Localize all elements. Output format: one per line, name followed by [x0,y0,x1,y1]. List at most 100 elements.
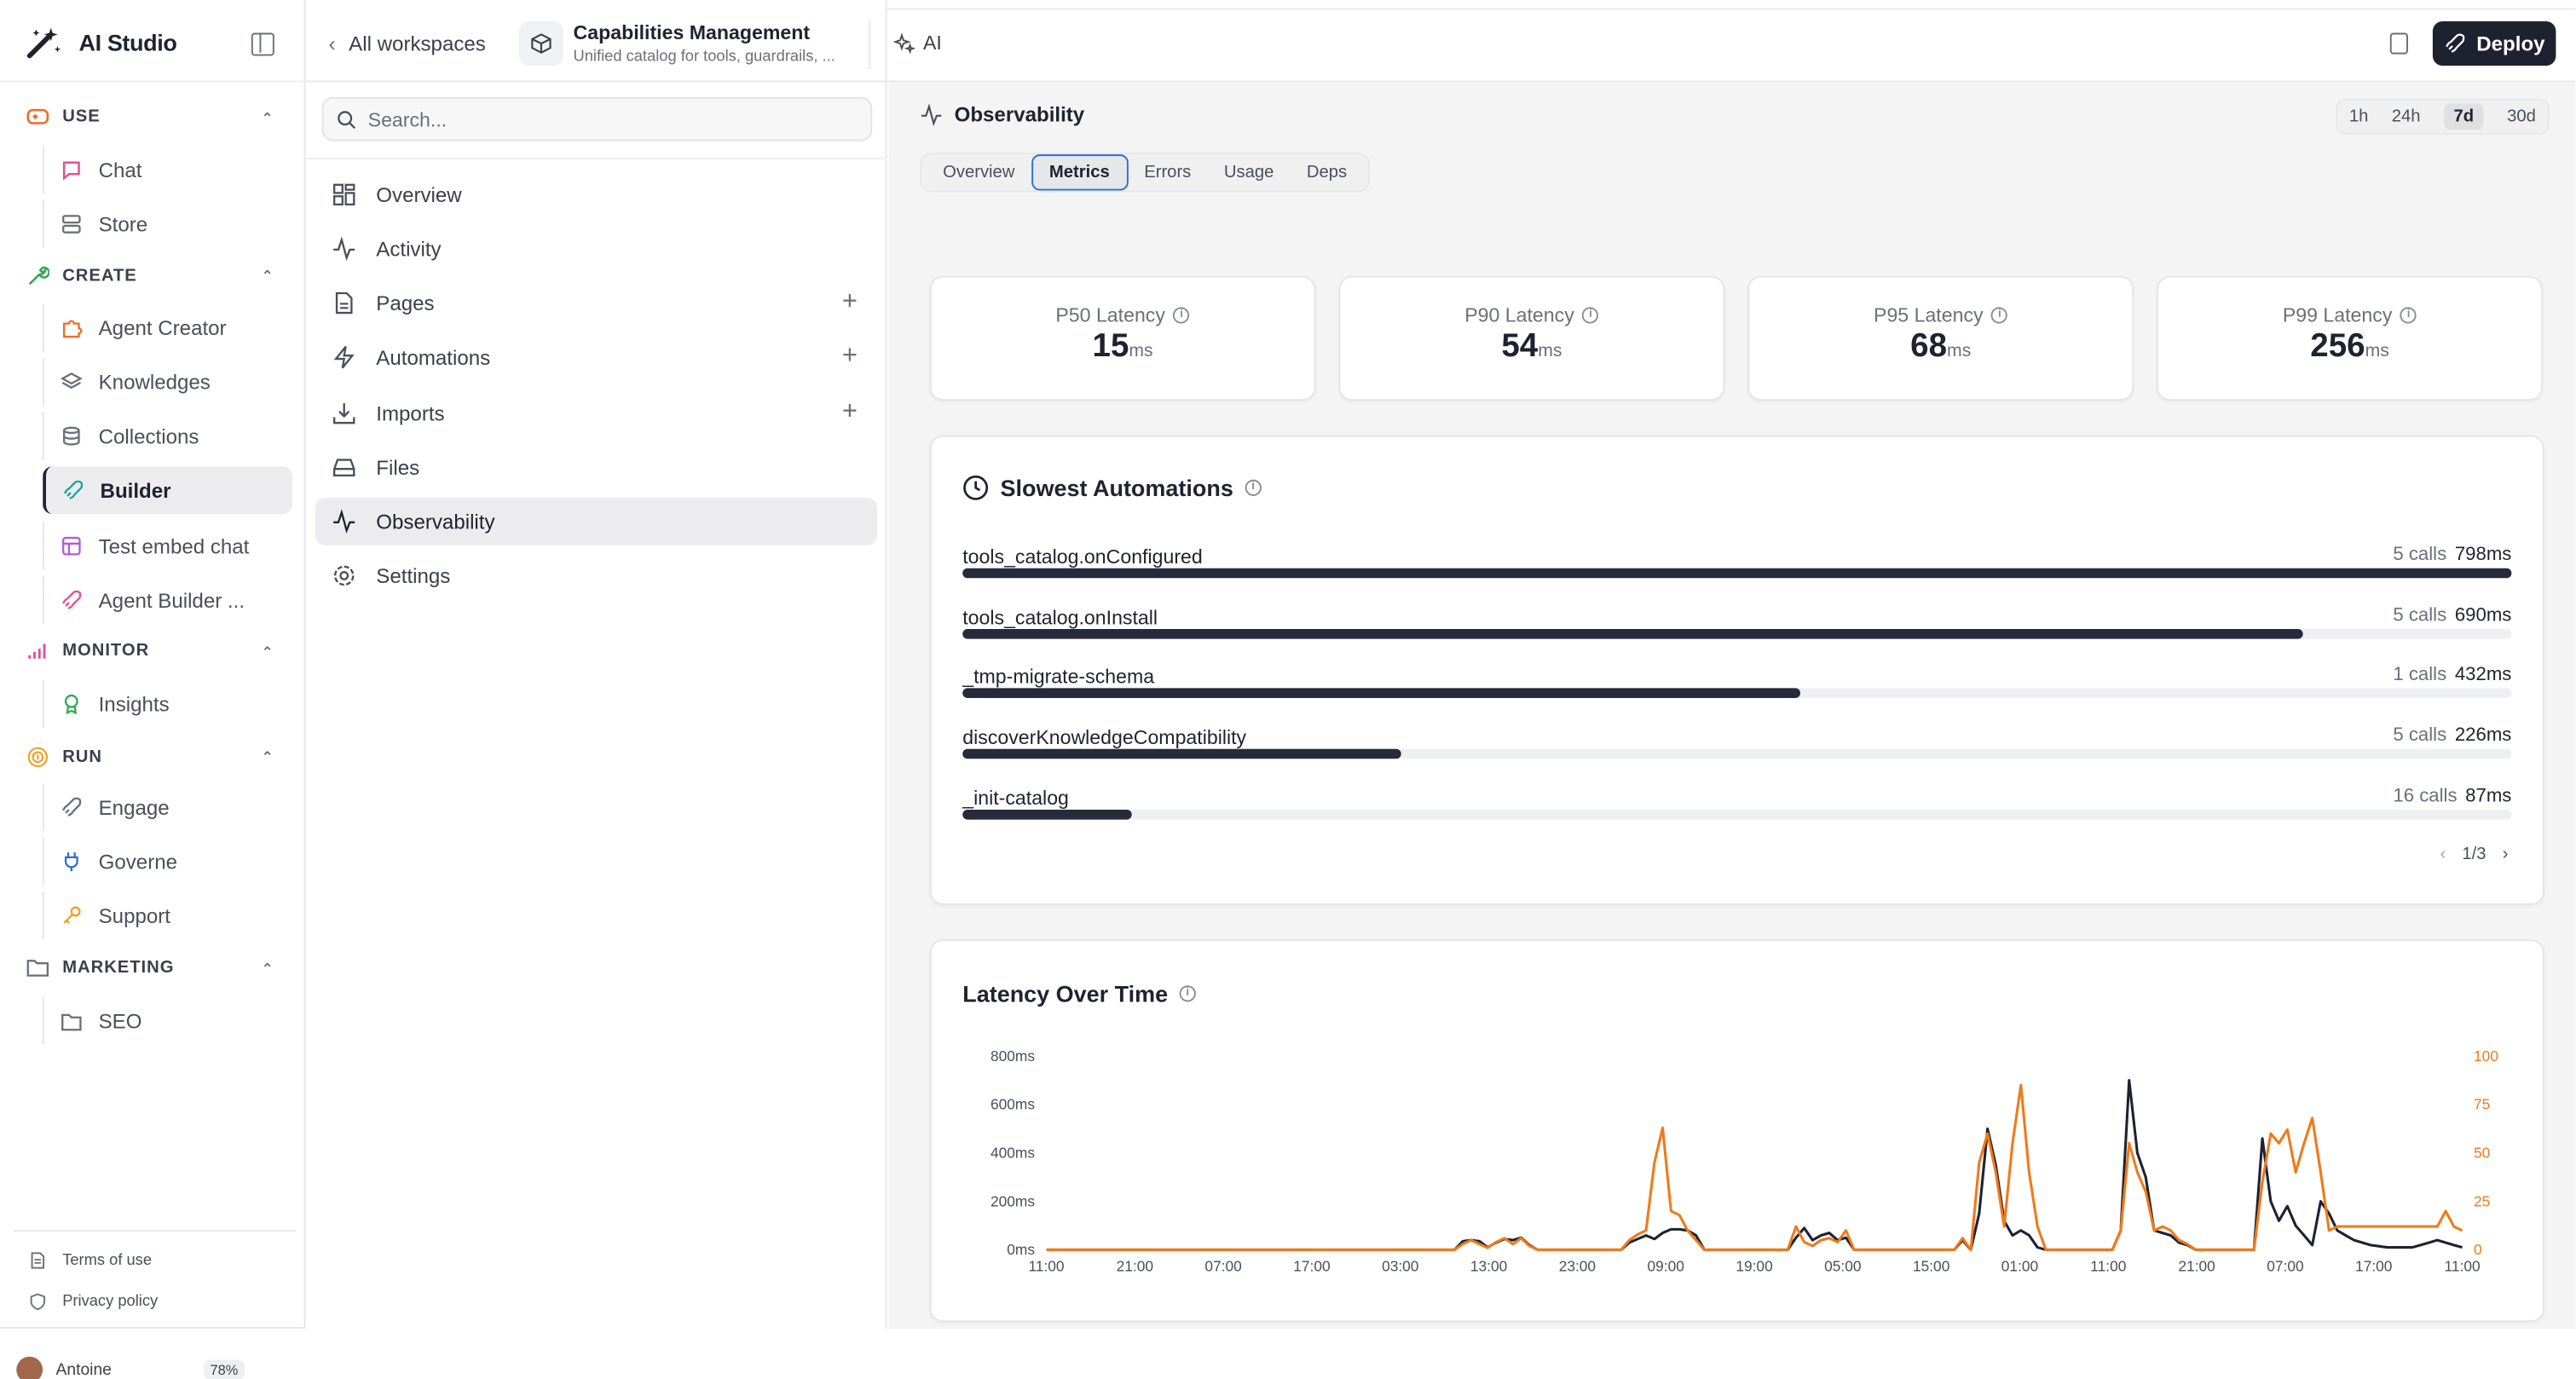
chevron-up-icon[interactable]: ⌃ [261,643,274,661]
stat-card-p90: P90 Latency i 54ms [1338,275,1725,401]
brand[interactable]: AI Studio [26,25,177,61]
sidebar-item-collections[interactable]: Collections [43,412,292,460]
ai-button[interactable]: AI [893,32,942,55]
download-icon [332,403,355,424]
sidebar-item-agent-creator[interactable]: Agent Creator [43,303,292,352]
range-7d[interactable]: 7d [2443,103,2484,130]
info-icon[interactable]: i [1991,307,2008,324]
latency-bar-fill [962,689,1801,699]
range-30d[interactable]: 30d [2507,107,2536,127]
sidebar-item-builder[interactable]: Builder [43,466,293,515]
section-monitor[interactable]: MONITOR ⌃ [26,641,274,661]
chevron-right-icon[interactable]: › [2502,844,2509,864]
chevron-up-icon[interactable]: ⌃ [261,110,274,127]
zap-icon [333,345,355,369]
workspace-title[interactable]: Capabilities Management [573,21,811,45]
x-tick-label: 17:00 [2355,1257,2392,1274]
stat-value: 68 [1910,328,1948,365]
sidebar-item-agent-builder[interactable]: Agent Builder ... [43,576,292,625]
back-to-workspaces[interactable]: ‹ All workspaces [328,32,485,56]
app-title: AI Studio [78,29,177,56]
section-marketing[interactable]: MARKETING ⌃ [26,957,274,978]
sidebar-item-seo[interactable]: SEO [43,996,292,1045]
x-tick-label: 05:00 [1824,1257,1861,1274]
sidebar-item-test-embed-chat[interactable]: Test embed chat [43,522,292,570]
nav-observability[interactable]: Observability [315,497,878,545]
back-label: All workspaces [349,32,486,55]
latency-bar-fill [962,628,2303,639]
rocket-icon [62,590,82,610]
sidebar-item-engage[interactable]: Engage [43,783,292,832]
latency-bar-track [962,748,2512,759]
file-code-icon[interactable] [2389,32,2408,55]
divider [13,1230,296,1232]
privacy-link[interactable]: Privacy policy [30,1293,158,1311]
sidebar-item-support[interactable]: Support [43,891,292,940]
info-icon[interactable]: i [1179,985,1196,1002]
stat-label: P95 Latency [1874,303,1984,327]
sidebar-item-label: Governe [98,850,178,874]
nav-settings[interactable]: Settings [315,551,877,599]
nav-overview[interactable]: Overview [315,170,877,218]
add-page-icon[interactable]: + [841,287,858,315]
chat-icon [62,161,80,181]
chevron-left-icon[interactable]: ‹ [2440,844,2446,864]
section-label: MARKETING [62,957,175,978]
info-icon[interactable]: i [1582,307,1599,324]
workspace-panel [305,0,887,1329]
pager: ‹ 1/3 › [2440,844,2508,863]
tab-overview[interactable]: Overview [943,162,1015,182]
section-run[interactable]: RUN ⌃ [26,746,274,769]
tab-errors[interactable]: Errors [1144,162,1192,182]
layers-icon [61,372,83,389]
automation-latency: 432ms [2454,666,2512,686]
stat-value-row: 54ms [1340,328,1723,366]
sidebar-item-store[interactable]: Store [43,200,292,248]
deploy-button[interactable]: Deploy [2432,21,2556,66]
search-input[interactable]: Search... [321,96,873,141]
add-import-icon[interactable]: + [841,397,858,426]
nav-files[interactable]: Files [315,443,877,491]
latency-bar-fill [962,809,1132,820]
nav-automations[interactable]: Automations + [315,333,877,381]
sidebar-item-knowledges[interactable]: Knowledges [43,358,292,406]
section-create[interactable]: CREATE ⌃ [26,264,274,287]
rocket-icon [64,480,84,499]
sidebar-collapse-icon[interactable] [251,32,274,56]
add-automation-icon[interactable]: + [841,341,858,370]
user-row[interactable]: Antoine 78% [16,1356,245,1379]
stat-label-row: P50 Latency i [932,303,1314,326]
stat-unit: ms [1129,341,1153,361]
tab-usage[interactable]: Usage [1223,162,1274,182]
range-1h[interactable]: 1h [2348,107,2369,127]
chevron-up-icon[interactable]: ⌃ [261,748,274,765]
tab-metrics[interactable]: Metrics [1031,154,1128,191]
nav-pages[interactable]: Pages + [315,280,877,327]
terms-link[interactable]: Terms of use [30,1251,152,1270]
info-icon[interactable]: i [1245,479,1262,496]
sidebar-item-label: Insights [98,692,170,716]
sidebar-item-governe[interactable]: Governe [43,837,292,886]
nav-imports[interactable]: Imports + [315,389,877,437]
layout-icon [62,536,81,556]
nav-label: Files [376,455,420,479]
sidebar-item-chat[interactable]: Chat [43,146,292,194]
automation-latency: 798ms [2454,545,2512,565]
chevron-up-icon[interactable]: ⌃ [261,268,274,285]
latency-chart-card: Latency Over Time i 0ms 200ms 400ms 600ms 80… [929,939,2544,1323]
automation-name: _tmp-migrate-schema [962,666,1155,690]
sidebar-item-insights[interactable]: Insights [43,679,292,728]
tab-deps[interactable]: Deps [1306,162,1348,182]
chevron-up-icon[interactable]: ⌃ [261,961,274,978]
clock-icon [963,475,989,500]
info-icon[interactable]: i [1173,307,1190,324]
section-use[interactable]: USE ⌃ [26,107,274,126]
stat-unit: ms [2365,341,2389,361]
magic-wand-icon [26,27,61,59]
nav-label: Observability [376,510,495,534]
nav-activity[interactable]: Activity [315,225,877,273]
info-icon[interactable]: i [2400,307,2417,324]
range-24h[interactable]: 24h [2391,107,2421,127]
shield-icon [30,1293,45,1311]
